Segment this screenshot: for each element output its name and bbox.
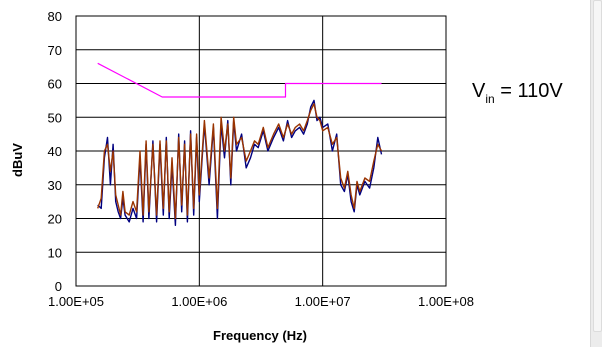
x-tick-label: 1.00E+08	[418, 294, 474, 309]
voltage-annotation-value: = 110V	[495, 80, 564, 102]
limit-line	[97, 62, 382, 98]
y-tick-label: 20	[48, 212, 62, 227]
y-tick-label: 50	[48, 110, 62, 125]
voltage-annotation-subscript: in	[485, 92, 494, 106]
y-tick-label: 10	[48, 245, 62, 260]
series-layer	[97, 62, 383, 227]
y-axis-title: dBuV	[10, 143, 25, 177]
y-tick-label: 40	[48, 144, 62, 159]
x-axis-title: Frequency (Hz)	[213, 328, 307, 343]
plot-frame	[75, 15, 447, 287]
emission-series-line	[97, 103, 383, 220]
x-tick-label: 1.00E+07	[295, 294, 351, 309]
y-tick-label: 0	[55, 279, 62, 294]
x-tick-labels: 1.00E+05 1.00E+06 1.00E+07 1.00E+08	[48, 294, 474, 309]
x-tick-label: 1.00E+06	[171, 294, 227, 309]
vertical-scrollbar[interactable]	[590, 0, 602, 347]
grid-lines	[75, 15, 447, 287]
y-tick-label: 30	[48, 178, 62, 193]
scrollbar-thumb[interactable]	[593, 0, 602, 332]
y-tick-label: 70	[48, 43, 62, 58]
voltage-annotation: Vin = 110V	[472, 80, 563, 106]
y-tick-label: 60	[48, 77, 62, 92]
y-tick-labels: 0 10 20 30 40 50 60 70 80	[48, 9, 62, 294]
voltage-annotation-main: V	[472, 80, 486, 102]
y-tick-label: 80	[48, 9, 62, 24]
x-tick-label: 1.00E+05	[48, 294, 104, 309]
